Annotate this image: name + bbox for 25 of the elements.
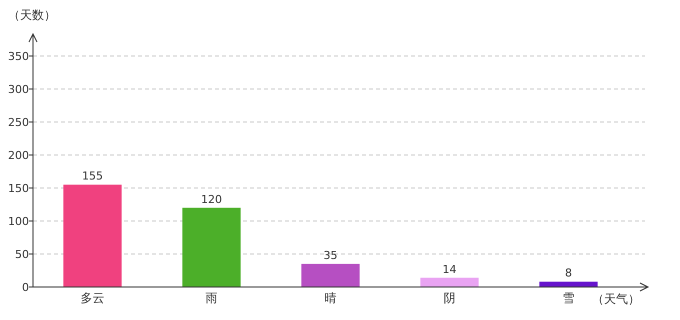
x-tick-label: 多云 [80, 291, 104, 305]
bar [539, 282, 598, 287]
data-label: 14 [442, 262, 456, 276]
x-tick-label: 雪 [562, 291, 574, 305]
bar [63, 184, 122, 287]
y-tick-label: 50 [15, 248, 29, 261]
x-tick-label: 晴 [324, 291, 336, 305]
y-tick-label: 200 [8, 149, 29, 162]
bar [301, 264, 360, 287]
y-tick-label: 150 [8, 182, 29, 195]
y-tick-label: 100 [8, 215, 29, 228]
data-label: 120 [201, 192, 222, 206]
x-axis-title: （天气） [592, 292, 640, 306]
data-label: 155 [82, 170, 103, 183]
y-tick-label: 0 [22, 281, 29, 294]
y-tick-label: 350 [8, 50, 29, 63]
y-tick-label: 300 [8, 83, 29, 96]
bar [420, 278, 479, 287]
y-tick-label: 250 [8, 116, 29, 129]
data-label: 35 [324, 248, 338, 262]
data-label: 8 [565, 266, 572, 280]
y-axis-title: （天数） [8, 8, 56, 22]
x-tick-label: 阴 [444, 291, 456, 305]
bar [182, 208, 241, 287]
x-tick-label: 雨 [206, 291, 218, 305]
